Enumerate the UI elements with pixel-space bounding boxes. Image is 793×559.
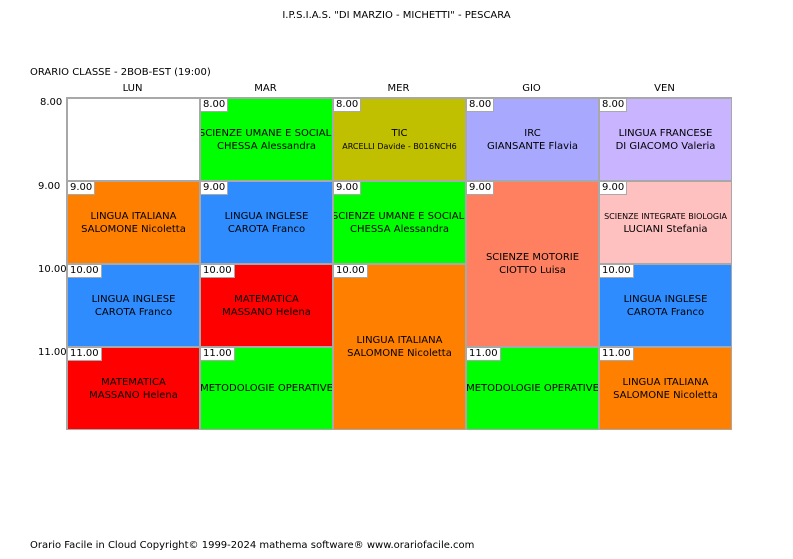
- lesson-teacher: LUCIANI Stefania: [623, 223, 708, 235]
- lesson-subject: LINGUA INGLESE: [623, 293, 708, 305]
- lesson-cell: 11.00 LINGUA ITALIANA SALOMONE Nicoletta: [599, 347, 732, 430]
- lesson-time: 8.00: [600, 99, 628, 112]
- lesson-time: 11.00: [68, 348, 102, 361]
- lesson-cell: 9.00 LINGUA INGLESE CAROTA Franco: [200, 181, 333, 264]
- lesson-cell: 10.00 MATEMATICA MASSANO Helena: [200, 264, 333, 347]
- lesson-cell: 8.00 LINGUA FRANCESE DI GIACOMO Valeria: [599, 98, 732, 181]
- lesson-time: 9.00: [334, 182, 362, 195]
- lesson-cell: 9.00 SCIENZE INTEGRATE BIOLOGIA LUCIANI St…: [599, 181, 732, 264]
- lesson-teacher: CAROTA Franco: [626, 306, 705, 318]
- lesson-time: 9.00: [201, 182, 229, 195]
- lesson-subject: SCIENZE INTEGRATE BIOLOGIA: [604, 211, 727, 221]
- lesson-time: 11.00: [467, 348, 501, 361]
- lesson-cell: 10.00 LINGUA ITALIANA SALOMONE Nicoletta: [333, 264, 466, 430]
- school-title: I.P.S.I.A.S. "DI MARZIO - MICHETTI" - PE…: [282, 10, 511, 21]
- lesson-teacher: SALOMONE Nicoletta: [347, 348, 452, 359]
- lesson-subject: LINGUA INGLESE: [224, 210, 309, 222]
- lesson-teacher: SALOMONE Nicoletta: [613, 389, 718, 401]
- lesson-subject: METODOLOGIE OPERATIVE: [466, 383, 599, 394]
- lesson-time: 10.00: [68, 265, 102, 278]
- hour-label-9: 9.00: [38, 181, 61, 192]
- lesson-teacher: MASSANO Helena: [89, 389, 178, 401]
- hour-label-8: 8.00: [40, 97, 63, 108]
- day-header-gio: GIO: [522, 83, 541, 94]
- lesson-subject: LINGUA INGLESE: [91, 293, 176, 305]
- day-header-ven: VEN: [654, 83, 675, 94]
- lesson-cell: 9.00 SCIENZE UMANE E SOCIALI CHESSA Alessa…: [333, 181, 466, 264]
- lesson-subject: LINGUA ITALIANA: [622, 376, 709, 388]
- lesson-cell: 8.00 SCIENZE UMANE E SOCIALI CHESSA Alessa…: [200, 98, 333, 181]
- lesson-time: 9.00: [68, 182, 96, 195]
- class-title: ORARIO CLASSE - 2BOB-EST (19:00): [30, 67, 211, 78]
- footer-copyright: Orario Facile in Cloud Copyright© 1999-2…: [30, 540, 475, 551]
- lesson-teacher: CIOTTO Luisa: [499, 265, 566, 276]
- lesson-cell: 9.00 SCIENZE MOTORIE CIOTTO Luisa: [466, 181, 599, 347]
- lesson-time: 10.00: [334, 265, 368, 278]
- lesson-subject: IRC: [524, 127, 541, 139]
- lesson-teacher: SALOMONE Nicoletta: [81, 223, 186, 235]
- lesson-time: 9.00: [600, 182, 628, 195]
- lesson-teacher: GIANSANTE Flavia: [487, 140, 578, 152]
- lesson-cell: [67, 98, 200, 181]
- lesson-cell: 11.00 METODOLOGIE OPERATIVE: [466, 347, 599, 430]
- lesson-subject: SCIENZE UMANE E SOCIALI: [200, 127, 333, 139]
- lesson-cell: 8.00 IRC GIANSANTE Flavia: [466, 98, 599, 181]
- lesson-subject: SCIENZE MOTORIE: [485, 252, 580, 263]
- lesson-time: 11.00: [201, 348, 235, 361]
- lesson-cell: 10.00 LINGUA INGLESE CAROTA Franco: [599, 264, 732, 347]
- lesson-subject: METODOLOGIE OPERATIVE: [200, 383, 333, 394]
- day-header-lun: LUN: [122, 83, 143, 94]
- lesson-teacher: CHESSA Alessandra: [350, 223, 449, 235]
- lesson-time: 8.00: [467, 99, 495, 112]
- lesson-subject: LINGUA ITALIANA: [356, 335, 443, 346]
- lesson-subject: LINGUA ITALIANA: [90, 210, 177, 222]
- lesson-subject: LINGUA FRANCESE: [618, 127, 713, 139]
- day-header-mar: MAR: [254, 83, 277, 94]
- lesson-time: 9.00: [467, 182, 495, 195]
- lesson-teacher: DI GIACOMO Valeria: [615, 140, 716, 152]
- lesson-cell: 10.00 LINGUA INGLESE CAROTA Franco: [67, 264, 200, 347]
- lesson-cell: 11.00 MATEMATICA MASSANO Helena: [67, 347, 200, 430]
- lesson-subject: SCIENZE UMANE E SOCIALI: [333, 210, 466, 222]
- lesson-subject: MATEMATICA: [101, 376, 166, 388]
- timetable-grid: 9.00 LINGUA ITALIANA SALOMONE Nicoletta 10.…: [66, 97, 732, 430]
- lesson-time: 11.00: [600, 348, 634, 361]
- lesson-time: 10.00: [600, 265, 634, 278]
- day-header-mer: MER: [387, 83, 410, 94]
- lesson-teacher: CHESSA Alessandra: [217, 140, 316, 152]
- lesson-teacher: CAROTA Franco: [94, 306, 173, 318]
- lesson-subject: MATEMATICA: [234, 293, 299, 305]
- lesson-teacher: CAROTA Franco: [227, 223, 306, 235]
- lesson-teacher: ARCELLI Davide - B016NCH6: [342, 141, 457, 151]
- lesson-cell: 11.00 METODOLOGIE OPERATIVE: [200, 347, 333, 430]
- lesson-teacher: MASSANO Helena: [222, 306, 311, 318]
- lesson-subject: TIC: [391, 127, 408, 139]
- lesson-time: 10.00: [201, 265, 235, 278]
- hour-label-10: 10.00: [38, 264, 67, 275]
- lesson-cell: 9.00 LINGUA ITALIANA SALOMONE Nicoletta: [67, 181, 200, 264]
- lesson-time: 8.00: [334, 99, 362, 112]
- lesson-cell: 8.00 TIC ARCELLI Davide - B016NCH6: [333, 98, 466, 181]
- hour-label-11: 11.00: [38, 347, 67, 358]
- lesson-time: 8.00: [201, 99, 229, 112]
